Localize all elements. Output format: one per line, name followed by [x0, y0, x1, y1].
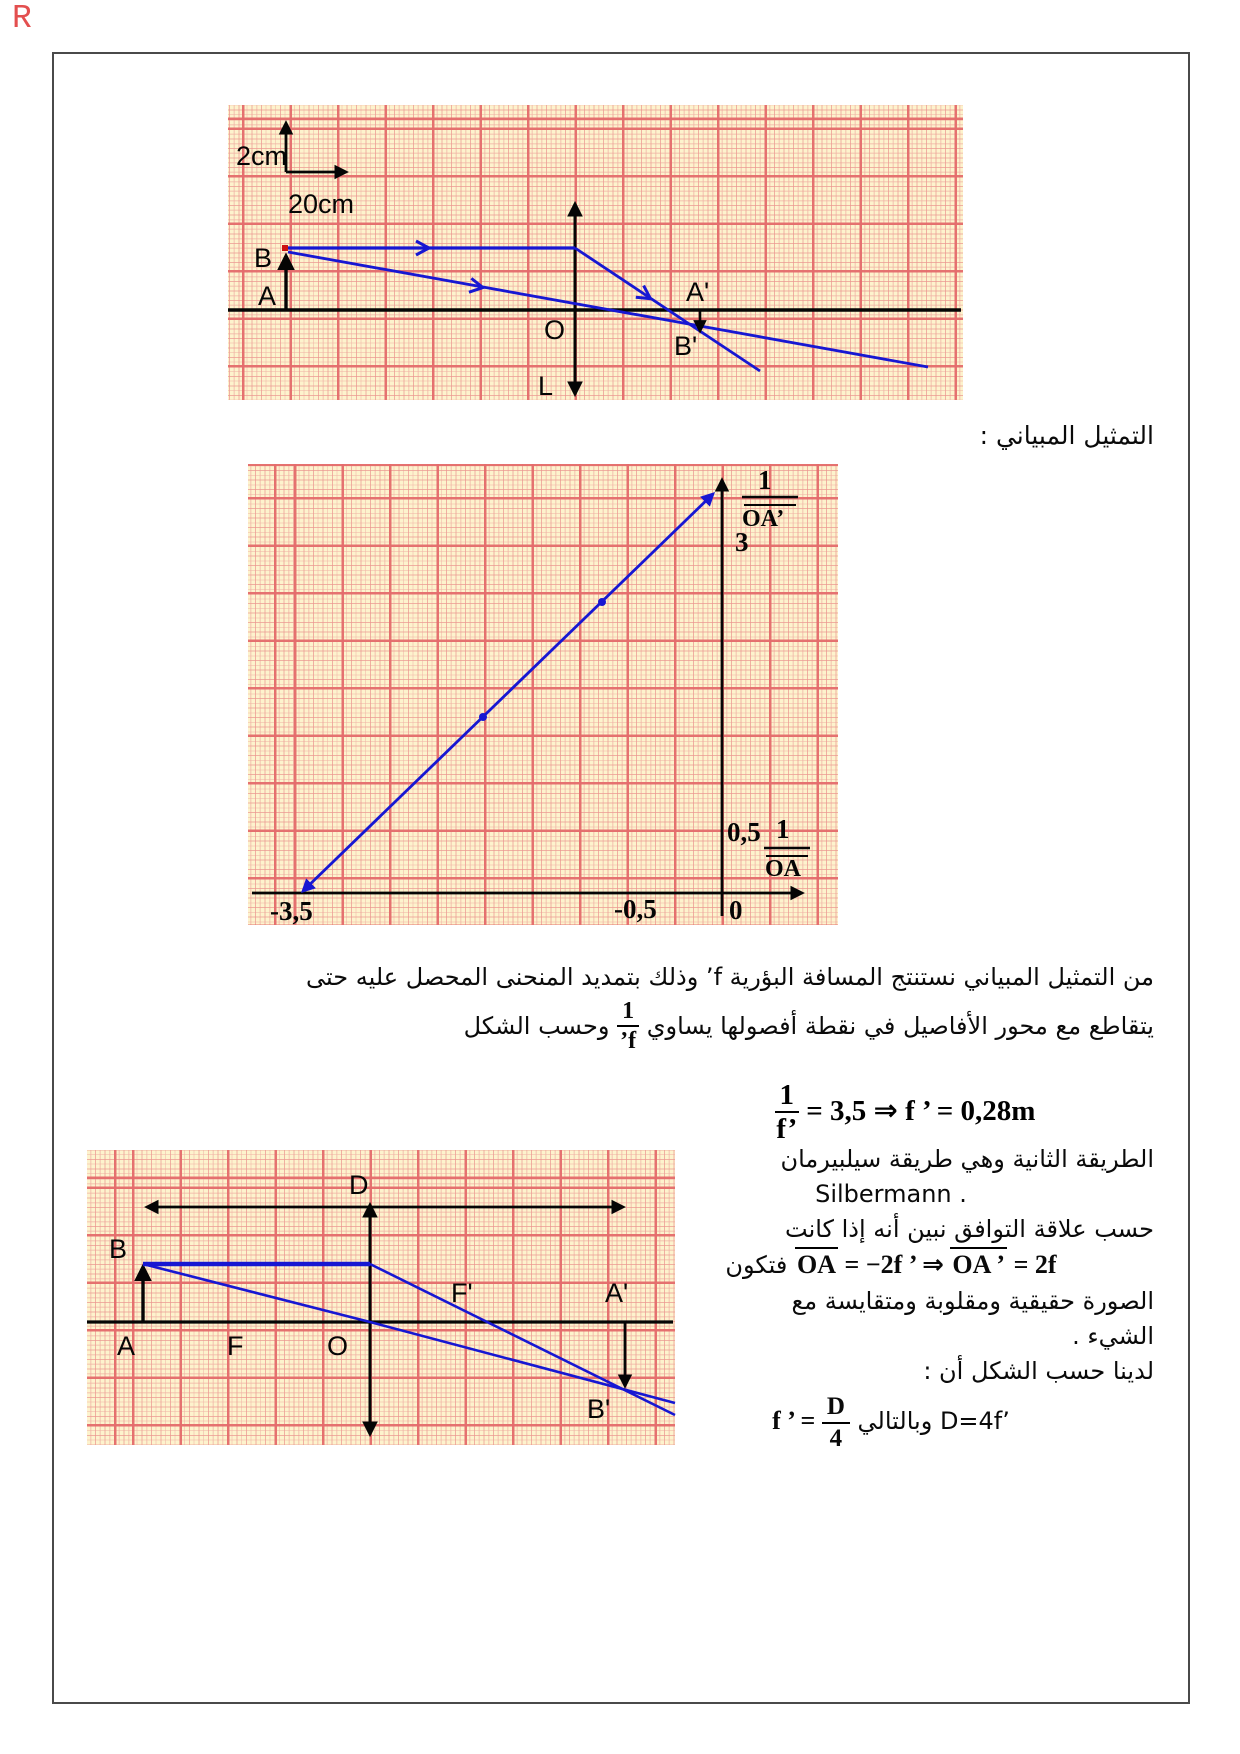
formula-rhs: = 3,5 ⇒ f ’ = 0,28m [806, 1094, 1036, 1127]
point-marker-B [282, 245, 288, 251]
label-O: O [544, 315, 565, 345]
data-line [300, 492, 716, 893]
figure-ray-diagram-scale: 2cm 20cm B A A' B' O L [228, 105, 963, 401]
central-ray [142, 1262, 676, 1405]
fig2-overlay: 1 OA’ 3 0,5 1 OA -3,5 -0,5 0 [252, 465, 810, 926]
ray-arrowhead [468, 277, 487, 294]
label-D: D [349, 1170, 369, 1200]
ray-arrowhead [635, 284, 654, 301]
label-L: L [538, 371, 553, 401]
ray-arrowhead [415, 239, 433, 257]
analysis-paragraph: من التمثيل المبياني نستنتج المسافة البؤر… [160, 960, 1154, 1058]
corner-mark: R [12, 0, 32, 37]
D-equals-4f: D=4f’ [939, 1407, 1010, 1436]
x-tick--3-5: -3,5 [270, 896, 313, 926]
label-A: A [117, 1331, 135, 1361]
y-tick-3: 3 [735, 527, 749, 557]
label-A-prime: A' [686, 277, 709, 307]
paragraph-line: يتقاطع مع محور الأفاصيل في نقطة أفصولها … [463, 997, 1154, 1055]
label-A-prime: A' [605, 1278, 628, 1308]
x-tick-0: 0 [729, 895, 743, 925]
refracted-ray [574, 246, 761, 373]
fig1-overlay: 2cm 20cm B A A' B' O L [228, 120, 961, 401]
label-A: A [258, 281, 276, 311]
label-B-prime: B' [587, 1394, 610, 1424]
text-line: الصورة حقيقية ومقلوبة ومتقايسة مع [791, 1287, 1154, 1316]
focal-length-formula: 1 f’ = 3,5 ⇒ f ’ = 0,28m [690, 1080, 1120, 1146]
conjugation-formula: OA = −2f ’ ⇒ OA ’ = 2f [795, 1247, 1057, 1279]
method-two-paragraph: الطريقة الثانية وهي طريقة سيلبيرمان Silb… [628, 1142, 1154, 1452]
data-point [598, 598, 606, 606]
label-F: F [227, 1331, 244, 1361]
y-tick-05: 0,5 [727, 817, 761, 847]
text-line: حسب علاقة التوافق نبين أنه إذا كانت [785, 1214, 1154, 1243]
x-axis-title-num: 1 [776, 814, 790, 844]
conjugation-formula-line: OA = −2f ’ ⇒ OA ’ = 2f فتكون [628, 1246, 1154, 1284]
inline-fraction-1-over-f-prime: 1 f’ [617, 998, 640, 1055]
label-O: O [327, 1331, 348, 1361]
therefore-word: وبالتالي [857, 1407, 933, 1436]
y-axis-title-num: 1 [758, 465, 772, 495]
label-B: B [109, 1234, 127, 1264]
label-F-prime: F' [451, 1278, 473, 1308]
label-B-prime: B' [674, 331, 697, 361]
scale-vertical-label: 2cm [236, 141, 287, 171]
y-axis-title-den: OA’ [742, 506, 784, 532]
text-line-silbermann: Silbermann . [815, 1179, 967, 1208]
text-line: لدينا حسب الشكل أن : [923, 1356, 1154, 1385]
figure-silbermann-diagram: D B A F O F' A' B' [87, 1150, 676, 1445]
vector-OA-prime: OA ’ [950, 1247, 1008, 1279]
scale-horizontal-label: 20cm [288, 189, 354, 219]
central-ray [287, 250, 929, 369]
fig3-overlay: D B A F O F' A' B' [87, 1170, 676, 1438]
text-line: الطريقة الثانية وهي طريقة سيلبيرمان [780, 1145, 1154, 1173]
conjugation-word: فتكون [725, 1251, 788, 1280]
paragraph-line: من التمثيل المبياني نستنتج المسافة البؤر… [306, 963, 1154, 991]
graph-caption: التمثيل المبياني : [979, 421, 1154, 450]
x-axis-title-den: OA [765, 856, 802, 882]
vector-OA: OA [795, 1247, 839, 1279]
figure-graph: 1 OA’ 3 0,5 1 OA -3,5 -0,5 0 [248, 464, 838, 926]
label-B: B [254, 243, 272, 273]
fraction-1-over-f-prime: 1 f’ [774, 1079, 800, 1146]
data-point [479, 713, 487, 721]
x-tick--0-5: -0,5 [614, 894, 657, 924]
text-line: الشيء . [1072, 1321, 1154, 1350]
